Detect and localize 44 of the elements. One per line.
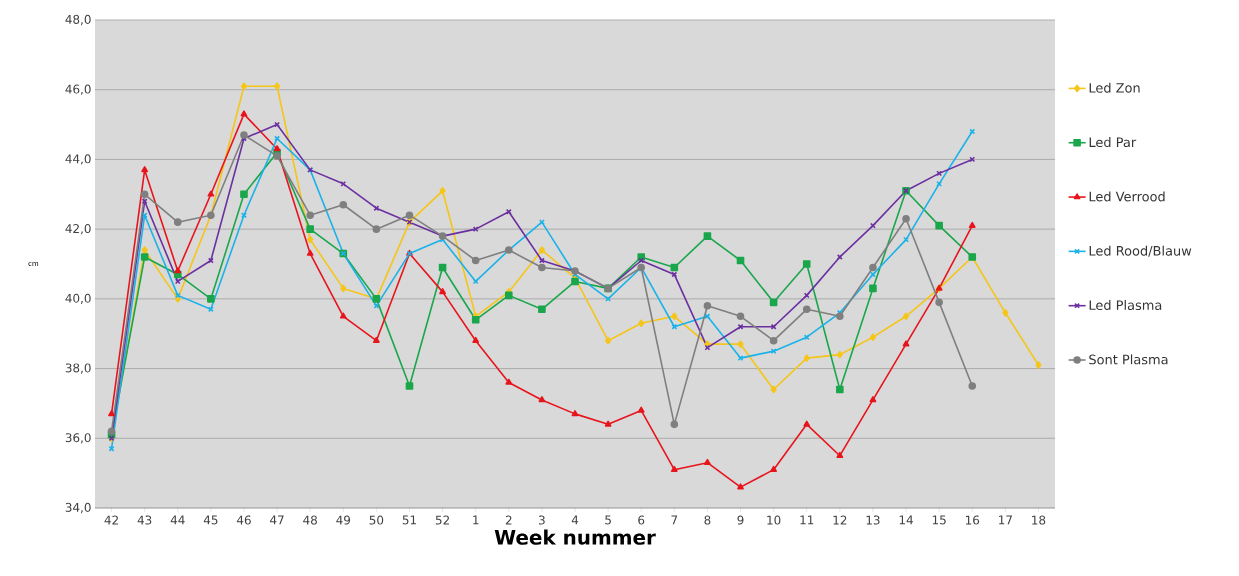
x-tick-label: 49 [336,515,351,525]
x-tick-label: 45 [203,515,218,525]
x-tick-label: 18 [1032,515,1046,525]
x-tick-label: 13 [866,515,880,525]
y-tick-label: 38,0 [65,363,91,374]
legend-label: Led Verrood [1089,191,1165,202]
y-tick-label: 34,0 [65,502,91,514]
x-tick-label: 15 [932,515,946,525]
legend-label: Led Zon [1089,82,1140,93]
x-tick-label: 2 [505,515,512,525]
x-tick-label: 44 [170,515,185,525]
x-axis-title: Week nummer [494,529,656,545]
x-tick-label: 17 [999,515,1012,525]
y-tick-label: 44,0 [65,154,91,165]
x-tick-label: 5 [605,515,611,525]
x-tick-label: 51 [402,515,416,525]
y-tick-label: 36,0 [65,433,91,444]
x-tick-label: 52 [435,515,449,525]
x-tick-label: 48 [303,515,317,525]
y-tick-label: 42,0 [65,224,91,235]
x-tick-label: 10 [767,515,781,525]
x-tick-label: 7 [671,515,678,525]
x-tick-label: 50 [369,515,384,525]
x-tick-label: 8 [704,515,711,525]
x-tick-label: 1 [473,515,479,525]
legend-label: Led Par [1089,137,1137,148]
x-tick-label: 43 [137,515,152,525]
x-tick-label: 14 [899,515,913,525]
y-tick-label: 40,0 [65,293,91,304]
y-tick-label: 46,0 [65,84,91,95]
x-tick-label: 4 [571,515,579,525]
x-tick-label: 42 [104,515,118,525]
legend-label: Sont Plasma [1089,354,1168,365]
x-tick-label: 12 [833,515,847,525]
x-tick-label: 6 [638,515,645,525]
y-tick-label: 48,0 [65,14,91,26]
x-tick-label: 47 [270,515,284,525]
x-tick-label: 16 [965,515,980,525]
x-tick-label: 46 [236,515,251,525]
legend-label: Led Plasma [1089,300,1162,311]
x-tick-label: 3 [539,515,545,525]
x-tick-label: 9 [737,515,744,525]
x-tick-label: 11 [800,515,814,525]
legend-label: Led Rood/Blauw [1089,245,1192,257]
